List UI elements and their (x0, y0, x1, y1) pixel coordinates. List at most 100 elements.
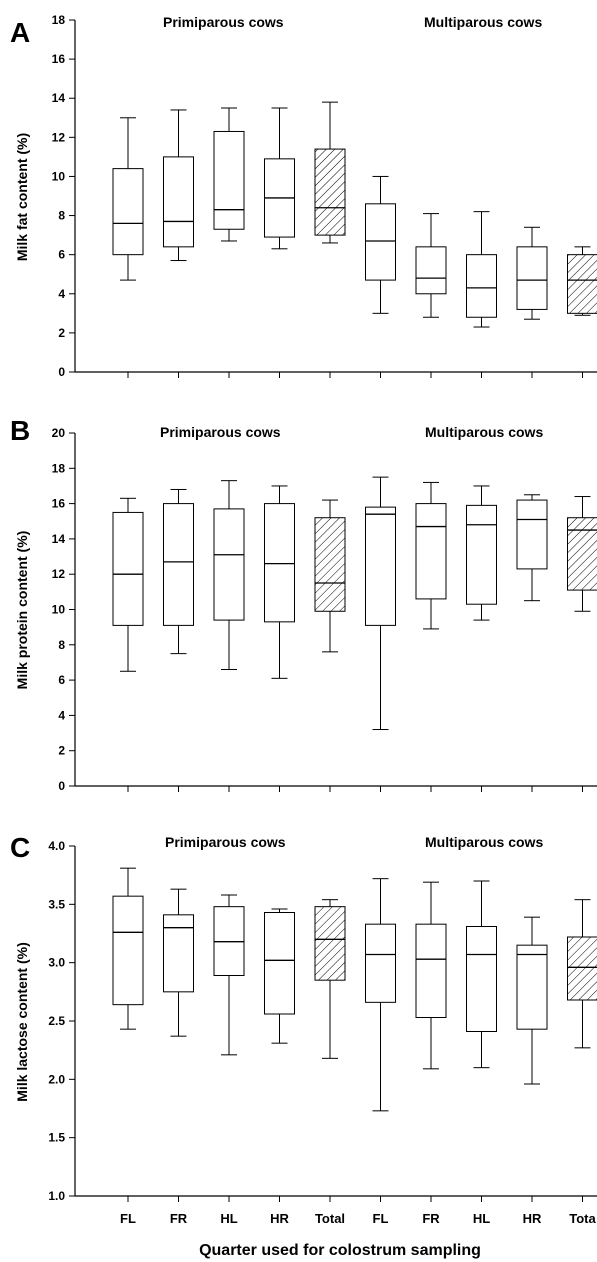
x-tick-label: HR (523, 1211, 542, 1226)
panel-letter: A (10, 17, 30, 48)
box-hl-primiparous (214, 481, 244, 670)
box-series (113, 477, 597, 729)
box-total-primiparous (315, 102, 345, 243)
box-hl-primiparous (214, 108, 244, 241)
box-hr-primiparous (265, 909, 295, 1043)
y-axis-label: Milk protein content (%) (14, 531, 30, 690)
y-tick-label: 4 (58, 708, 65, 722)
panel-letter: B (10, 415, 30, 446)
group-label-multiparous: Multiparous cows (425, 424, 543, 440)
group-label-multiparous: Multiparous cows (425, 834, 543, 850)
panel-c: C Primiparous cows Multiparous cows Milk… (10, 832, 597, 1226)
box-fl-multiparous (366, 879, 396, 1111)
box-iqr (315, 907, 345, 981)
x-tick-label: HL (473, 1211, 490, 1226)
box-fl-primiparous (113, 118, 143, 280)
box-iqr (113, 512, 143, 625)
y-tick-label: 14 (52, 532, 66, 546)
y-tick-label: 6 (58, 673, 65, 687)
box-iqr (467, 505, 497, 604)
panel-letter: C (10, 832, 30, 863)
y-axis-label: Milk lactose content (%) (14, 942, 30, 1101)
box-iqr (315, 149, 345, 235)
y-tick-label: 0 (58, 365, 65, 379)
y-tick-label: 12 (52, 130, 66, 144)
box-iqr (214, 131, 244, 229)
box-iqr (517, 500, 547, 569)
box-iqr (164, 157, 194, 247)
box-fr-multiparous (416, 482, 446, 628)
box-fr-primiparous (164, 489, 194, 653)
group-label-multiparous: Multiparous cows (424, 14, 542, 30)
panel-a: A Primiparous cows Multiparous cows Milk… (10, 13, 597, 379)
box-iqr (416, 924, 446, 1017)
box-iqr (467, 255, 497, 318)
y-tick-label: 16 (52, 497, 66, 511)
box-iqr (366, 507, 396, 625)
box-total-primiparous (315, 900, 345, 1059)
group-label-primiparous: Primiparous cows (163, 14, 284, 30)
box-iqr (164, 504, 194, 626)
y-tick-label: 2 (58, 744, 65, 758)
group-label-primiparous: Primiparous cows (160, 424, 281, 440)
box-fl-primiparous (113, 498, 143, 671)
x-tick-label: FR (170, 1211, 188, 1226)
y-tick-label: 18 (52, 13, 66, 27)
box-iqr (416, 247, 446, 294)
box-hr-multiparous (517, 495, 547, 601)
y-tick-label: 1.5 (48, 1131, 65, 1145)
y-tick-label: 6 (58, 248, 65, 262)
x-tick-label: HL (220, 1211, 237, 1226)
y-tick-label: 1.0 (48, 1189, 65, 1203)
y-tick-label: 2 (58, 326, 65, 340)
x-tick-label: Total (315, 1211, 345, 1226)
y-tick-label: 2.5 (48, 1014, 65, 1028)
y-tick-label: 3.5 (48, 897, 65, 911)
box-iqr (416, 504, 446, 599)
group-label-primiparous: Primiparous cows (165, 834, 286, 850)
box-hl-multiparous (467, 486, 497, 620)
box-iqr (568, 937, 597, 1000)
box-series (113, 868, 597, 1111)
x-tick-label: FL (373, 1211, 389, 1226)
box-hl-primiparous (214, 895, 244, 1055)
box-fl-multiparous (366, 176, 396, 313)
box-tota-multiparous (568, 900, 597, 1048)
box-iqr (265, 913, 295, 1015)
y-tick-label: 12 (52, 567, 66, 581)
box-iqr (568, 255, 597, 314)
box-total-multiparous (568, 497, 597, 612)
box-fl-multiparous (366, 477, 396, 729)
box-fl-primiparous (113, 868, 143, 1029)
box-iqr (265, 504, 295, 622)
box-total-primiparous (315, 500, 345, 652)
y-tick-label: 4 (58, 287, 65, 301)
y-tick-label: 16 (52, 52, 66, 66)
box-iqr (366, 204, 396, 280)
box-iqr (467, 927, 497, 1032)
box-series (113, 102, 597, 327)
x-tick-label: FR (422, 1211, 440, 1226)
y-tick-label: 3.0 (48, 956, 65, 970)
box-total-multiparous (568, 247, 597, 315)
box-hl-multiparous (467, 881, 497, 1068)
box-fr-primiparous (164, 110, 194, 261)
box-fr-multiparous (416, 214, 446, 318)
x-tick-label: FL (120, 1211, 136, 1226)
box-iqr (517, 945, 547, 1029)
y-tick-label: 18 (52, 461, 66, 475)
box-hl-multiparous (467, 212, 497, 327)
box-fr-multiparous (416, 882, 446, 1069)
box-iqr (113, 896, 143, 1005)
x-tick-label: Tota (569, 1211, 596, 1226)
x-axis-label: Quarter used for colostrum sampling (199, 1242, 481, 1259)
box-iqr (315, 518, 345, 612)
x-tick-label: HR (270, 1211, 289, 1226)
box-iqr (366, 924, 396, 1002)
y-tick-label: 8 (58, 209, 65, 223)
y-tick-label: 4.0 (48, 839, 65, 853)
box-iqr (164, 915, 194, 992)
box-fr-primiparous (164, 889, 194, 1036)
y-tick-label: 14 (52, 91, 66, 105)
